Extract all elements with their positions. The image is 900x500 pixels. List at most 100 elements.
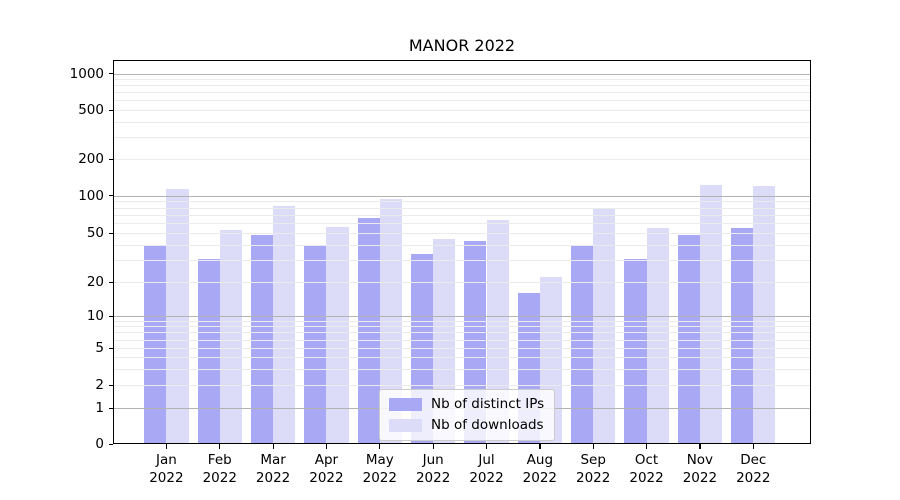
gridline-minor-50 <box>114 233 810 234</box>
x-tickmark-sep <box>592 444 594 449</box>
bar-downloads-jul <box>486 219 509 444</box>
y-tick-label-1000: 1000 <box>69 65 104 82</box>
gridline-minor-600 <box>114 100 810 101</box>
bar-ips-aug <box>517 292 540 444</box>
y-tickmark-2 <box>108 384 113 386</box>
x-tick-label-feb: Feb 2022 <box>202 452 237 486</box>
bar-downloads-jun <box>433 238 456 444</box>
x-tickmark-aug <box>539 444 541 449</box>
bar-ips-sep <box>571 244 594 444</box>
y-tick-label-50: 50 <box>86 225 104 241</box>
bar-downloads-oct <box>646 227 669 444</box>
legend-label-ips: Nb of distinct IPs <box>431 396 545 412</box>
bar-ips-mar <box>250 235 274 444</box>
gridline-minor-30 <box>114 260 810 261</box>
gridline-minor-800 <box>114 85 810 86</box>
gridline-minor-7 <box>114 332 810 333</box>
x-tick-label-may: May 2022 <box>362 452 397 486</box>
chart-title: MANOR 2022 <box>408 36 516 55</box>
y-tick-label-2: 2 <box>95 377 104 393</box>
bar-downloads-apr <box>326 226 349 444</box>
x-tickmark-nov <box>699 444 701 449</box>
gridline-minor-5 <box>114 348 810 349</box>
x-tickmark-jan <box>165 444 168 449</box>
bar-downloads-mar <box>273 206 296 444</box>
bar-downloads-jan <box>166 189 189 444</box>
x-tickmark-oct <box>646 444 648 449</box>
gridline-minor-90 <box>114 201 810 202</box>
gridline-major-1 <box>114 408 810 409</box>
bar-downloads-dec <box>753 185 776 444</box>
gridline-minor-40 <box>114 245 810 246</box>
x-tick-label-sep: Sep 2022 <box>576 452 611 486</box>
legend-item-downloads: Nb of downloads <box>389 417 544 434</box>
gridline-minor-20 <box>114 282 810 283</box>
gridline-minor-3 <box>114 369 810 370</box>
x-tickmark-jul <box>486 444 488 449</box>
x-tickmark-apr <box>325 444 328 449</box>
gridline-major-100 <box>114 196 810 197</box>
bar-ips-may <box>357 217 380 444</box>
x-tick-label-jul: Jul 2022 <box>469 452 504 486</box>
gridline-minor-700 <box>114 92 810 93</box>
bar-downloads-sep <box>593 207 616 444</box>
y-tick-label-500: 500 <box>78 102 104 118</box>
legend-swatch-downloads <box>389 419 422 432</box>
y-tickmark-500 <box>108 109 113 111</box>
x-tick-label-aug: Aug 2022 <box>522 452 558 486</box>
plot-frame <box>113 60 811 444</box>
y-tick-label-1: 1 <box>95 400 104 416</box>
y-tickmark-0 <box>108 443 113 445</box>
gridline-minor-900 <box>114 79 810 80</box>
bar-ips-jun <box>410 253 434 444</box>
y-tick-label-20: 20 <box>86 274 104 290</box>
x-tickmark-feb <box>219 444 221 449</box>
gridline-major-1000 <box>114 74 810 75</box>
x-tickmark-may <box>379 444 381 449</box>
gridline-minor-2 <box>114 385 810 386</box>
gridline-minor-9 <box>114 321 810 322</box>
y-tick-label-5: 5 <box>95 340 104 356</box>
x-tickmark-jun <box>432 444 434 449</box>
x-tick-label-jan: Jan 2022 <box>149 452 184 486</box>
x-tick-label-jun: Jun 2022 <box>415 452 451 486</box>
y-tick-label-200: 200 <box>78 151 104 167</box>
bar-downloads-aug <box>539 276 563 444</box>
legend-item-ips: Nb of distinct IPs <box>389 396 544 413</box>
legend-swatch-ips <box>389 398 422 411</box>
x-tick-label-nov: Nov 2022 <box>682 452 718 486</box>
bar-downloads-feb <box>219 229 242 444</box>
x-tick-label-mar: Mar 2022 <box>255 452 291 486</box>
legend-label-downloads: Nb of downloads <box>431 417 544 433</box>
y-tickmark-1 <box>108 407 113 409</box>
y-tickmark-1000 <box>108 73 113 75</box>
bar-ips-jan <box>144 244 167 444</box>
gridline-minor-300 <box>114 137 810 138</box>
y-tick-label-0: 0 <box>95 436 104 452</box>
x-tickmark-dec <box>752 444 754 449</box>
y-tickmark-50 <box>108 232 113 234</box>
gridline-minor-4 <box>114 357 810 358</box>
gridline-minor-200 <box>114 159 810 160</box>
gridline-minor-400 <box>114 122 810 123</box>
gridline-minor-70 <box>114 215 810 216</box>
bar-ips-oct <box>624 258 647 444</box>
gridline-minor-60 <box>114 223 810 224</box>
bar-downloads-may <box>379 199 402 444</box>
bar-ips-jul <box>464 241 487 444</box>
bar-ips-apr <box>304 244 327 444</box>
x-tick-label-oct: Oct 2022 <box>629 452 664 486</box>
gridline-minor-6 <box>114 340 810 341</box>
gridline-minor-8 <box>114 326 810 327</box>
y-tickmark-5 <box>108 347 113 349</box>
x-tick-label-dec: Dec 2022 <box>736 452 771 486</box>
x-tick-label-apr: Apr 2022 <box>309 452 344 486</box>
y-tick-label-100: 100 <box>78 187 104 204</box>
x-tickmark-mar <box>272 444 274 449</box>
y-tickmark-20 <box>108 281 113 283</box>
bar-downloads-nov <box>699 185 723 444</box>
